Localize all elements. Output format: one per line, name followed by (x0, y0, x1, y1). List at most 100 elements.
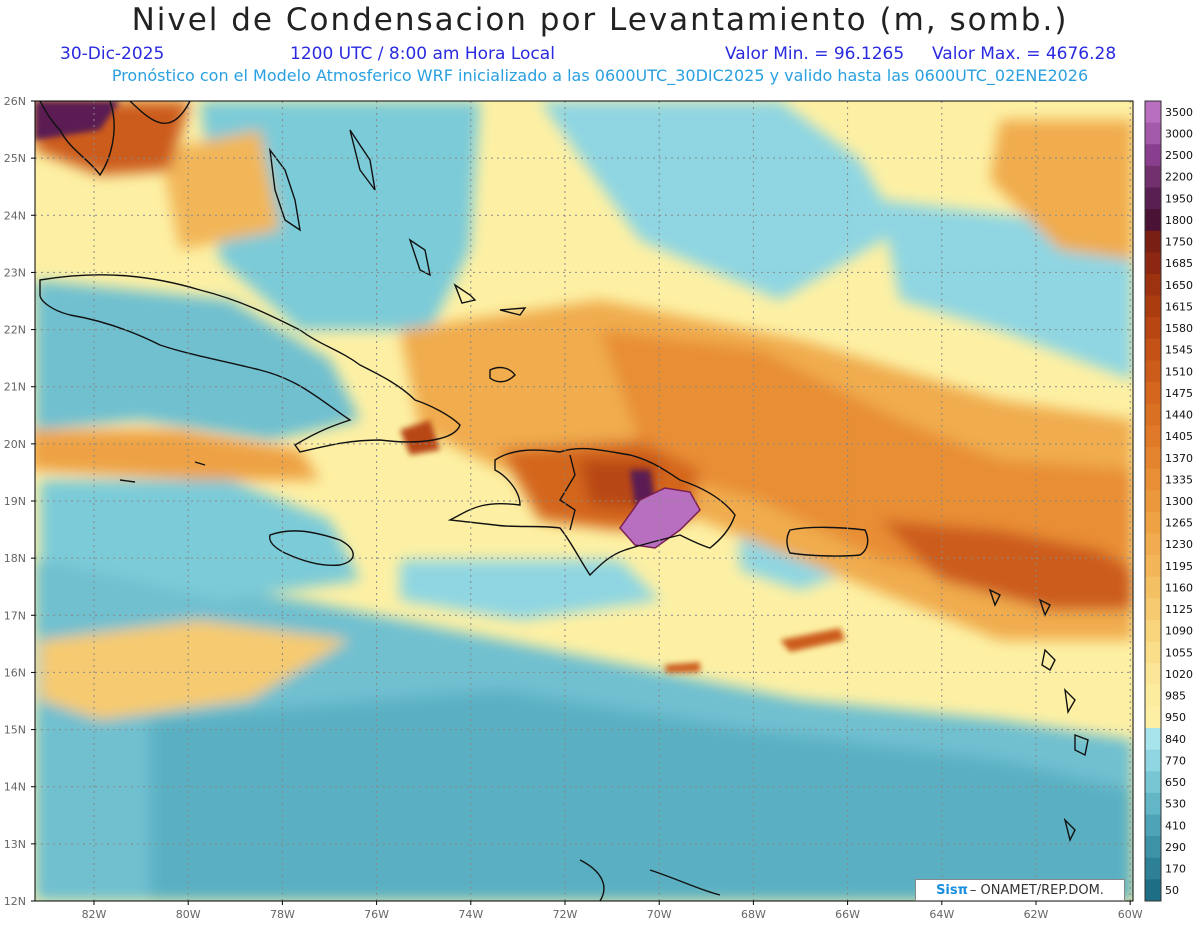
colorbar-swatch (1145, 576, 1161, 599)
colorbar-label-2200: 2200 (1165, 171, 1193, 184)
coastlines (39, 101, 1089, 901)
colorbar-label-840: 840 (1165, 733, 1186, 746)
lon-label-62W: 62W (1024, 908, 1049, 921)
map-title: Nivel de Condensacion por Levantamiento … (131, 2, 1069, 38)
colorbar-label-1230: 1230 (1165, 538, 1193, 551)
gridlines (35, 101, 1133, 901)
colorbar-label-1800: 1800 (1165, 214, 1193, 227)
colorbar-swatch (1145, 468, 1161, 491)
colorbar-label-50: 50 (1165, 884, 1179, 897)
colorbar-swatch (1145, 836, 1161, 859)
lon-label-80W: 80W (176, 908, 201, 921)
colorbar-swatch (1145, 360, 1161, 383)
colorbar-swatch (1145, 273, 1161, 297)
colorbar: 3500 3000 2500 2200 1950 1800 1750 1685 1650 1615… (1144, 100, 1193, 902)
colorbar-swatch (1145, 598, 1161, 621)
valid-time: 1200 UTC / 8:00 am Hora Local (290, 44, 555, 64)
colorbar-swatch (1145, 684, 1161, 707)
lat-label-26N: 26N (4, 95, 26, 108)
colorbar-swatch (1145, 209, 1161, 232)
colorbar-swatch (1145, 338, 1161, 361)
colorbar-swatch (1145, 252, 1161, 275)
lon-label-60W: 60W (1118, 908, 1143, 921)
colorbar-label-1125: 1125 (1165, 603, 1193, 616)
lon-label-74W: 74W (458, 908, 483, 921)
colorbar-label-1370: 1370 (1165, 452, 1193, 465)
credit-box: Sisπ – ONAMET/REP.DOM. (915, 879, 1125, 901)
colorbar-swatch (1145, 641, 1161, 664)
lat-label-23N: 23N (4, 266, 26, 279)
colorbar-label-2500: 2500 (1165, 149, 1193, 162)
colorbar-swatch (1145, 230, 1161, 253)
colorbar-label-1475: 1475 (1165, 387, 1193, 400)
colorbar-swatch (1145, 144, 1161, 167)
colorbar-swatch (1145, 122, 1161, 145)
colorbar-swatch (1145, 749, 1161, 772)
colorbar-label-770: 770 (1165, 754, 1186, 767)
colorbar-swatch (1145, 101, 1161, 124)
lon-label-64W: 64W (929, 908, 954, 921)
colorbar-swatch (1145, 619, 1161, 643)
colorbar-label-950: 950 (1165, 711, 1186, 724)
colorbar-swatch (1145, 511, 1161, 534)
lat-label-22N: 22N (4, 324, 26, 337)
colorbar-swatch (1145, 446, 1161, 470)
colorbar-swatch (1145, 382, 1161, 405)
colorbar-swatch (1145, 295, 1161, 318)
colorbar-swatch (1145, 187, 1161, 210)
lat-label-17N: 17N (4, 609, 26, 622)
colorbar-swatch (1145, 425, 1161, 448)
colorbar-swatch (1145, 706, 1161, 729)
colorbar-label-410: 410 (1165, 819, 1186, 832)
colorbar-label-530: 530 (1165, 798, 1186, 811)
colorbar-swatch (1145, 490, 1161, 513)
lat-label-20N: 20N (4, 438, 26, 451)
colorbar-label-1615: 1615 (1165, 300, 1193, 313)
lat-label-13N: 13N (4, 838, 26, 851)
colorbar-swatch (1145, 317, 1161, 340)
colorbar-swatch (1145, 533, 1161, 556)
lat-label-15N: 15N (4, 724, 26, 737)
colorbar-label-3000: 3000 (1165, 127, 1193, 140)
colorbar-swatch (1145, 663, 1161, 686)
colorbar-swatch (1145, 857, 1161, 880)
lat-label-14N: 14N (4, 781, 26, 794)
lat-label-12N: 12N (4, 895, 26, 908)
colorbar-swatch (1145, 792, 1161, 816)
colorbar-label-1195: 1195 (1165, 560, 1193, 573)
colorbar-label-1160: 1160 (1165, 581, 1193, 594)
lon-label-82W: 82W (82, 908, 107, 921)
colorbar-label-3500: 3500 (1165, 106, 1193, 119)
colorbar-label-1950: 1950 (1165, 192, 1193, 205)
colorbar-label-1020: 1020 (1165, 668, 1193, 681)
lat-label-24N: 24N (4, 209, 26, 222)
colorbar-label-650: 650 (1165, 776, 1186, 789)
forecast-description: Pronóstico con el Modelo Atmosferico WRF… (111, 66, 1089, 85)
lon-label-72W: 72W (553, 908, 578, 921)
colorbar-label-170: 170 (1165, 863, 1186, 876)
colorbar-label-1750: 1750 (1165, 236, 1193, 249)
colorbar-swatch (1145, 165, 1161, 188)
colorbar-swatch (1145, 771, 1161, 794)
colorbar-label-1265: 1265 (1165, 517, 1193, 530)
lon-label-70W: 70W (647, 908, 672, 921)
lat-label-19N: 19N (4, 495, 26, 508)
colorbar-label-1545: 1545 (1165, 344, 1193, 357)
lat-label-25N: 25N (4, 152, 26, 165)
colorbar-swatch (1145, 879, 1161, 902)
colorbar-swatch (1145, 403, 1161, 426)
lat-label-18N: 18N (4, 552, 26, 565)
credit-text: – ONAMET/REP.DOM. (969, 882, 1104, 898)
colorbar-label-1580: 1580 (1165, 322, 1193, 335)
colorbar-swatch (1145, 555, 1161, 578)
colorbar-label-1405: 1405 (1165, 430, 1193, 443)
sispi-logo: Sisπ (936, 882, 968, 898)
colorbar-label-1335: 1335 (1165, 473, 1193, 486)
colorbar-label-1650: 1650 (1165, 279, 1193, 292)
lat-label-16N: 16N (4, 666, 26, 679)
colorbar-label-1090: 1090 (1165, 625, 1193, 638)
colorbar-label-1685: 1685 (1165, 257, 1193, 270)
axis-ticks: 26N 25N 24N 23N 22N 21N 20N 19N 18N 17N 16N 15N 14N 1… (4, 95, 1143, 921)
colorbar-label-1055: 1055 (1165, 646, 1193, 659)
